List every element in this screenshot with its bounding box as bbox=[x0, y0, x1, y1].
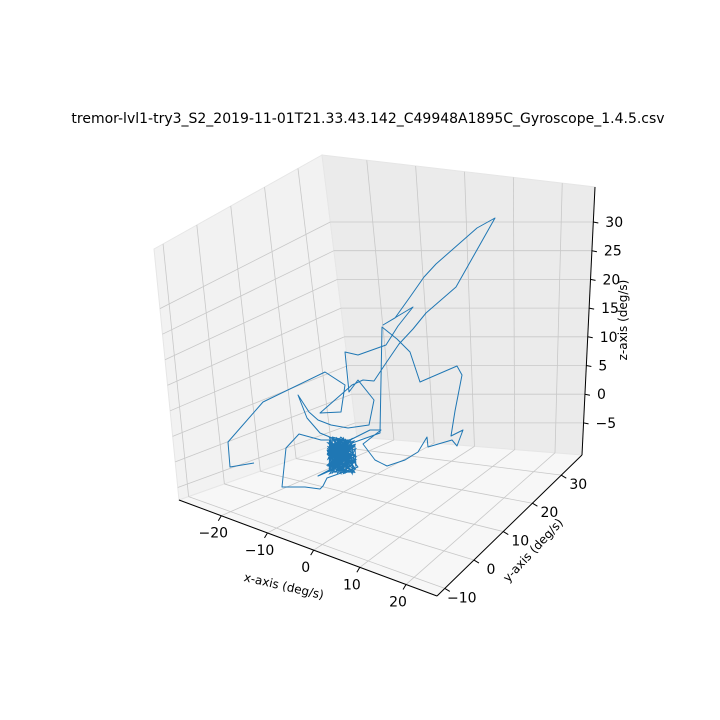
z-grid-line bbox=[177, 422, 356, 488]
z-grid-line bbox=[159, 221, 331, 309]
x-grid-line bbox=[554, 183, 563, 453]
z-grid-line bbox=[175, 393, 352, 463]
x-grid-line bbox=[366, 160, 395, 440]
z-tick-mark bbox=[589, 307, 595, 310]
z-tick-mark bbox=[586, 365, 592, 367]
z-tick-label: 15 bbox=[601, 301, 619, 317]
y-axis-line bbox=[436, 454, 583, 597]
y-tick-label: −10 bbox=[447, 590, 477, 606]
z-tick-mark bbox=[590, 278, 596, 281]
z-grid-line bbox=[162, 250, 335, 335]
x-tick-mark bbox=[264, 532, 268, 539]
x-grid-line bbox=[464, 171, 475, 447]
z-grid-line bbox=[172, 365, 349, 437]
x-grid-line bbox=[512, 177, 516, 450]
z-tick-mark bbox=[587, 336, 593, 339]
y-grid-line bbox=[264, 187, 297, 459]
tick-labels: −20 −10 0 10 20 −10 0 10 20 30 −5 0 5 10 15 20 25 30 bbox=[199, 215, 624, 610]
y-tick-mark bbox=[503, 531, 509, 535]
z-tick-label: 0 bbox=[597, 387, 606, 403]
y-tick-mark bbox=[473, 559, 480, 564]
y-grid-line bbox=[188, 496, 445, 589]
y-grid-line bbox=[297, 168, 332, 447]
data-series-line bbox=[227, 217, 496, 490]
z-grid-line bbox=[164, 279, 338, 361]
x-grid-line bbox=[415, 165, 435, 444]
y-tick-label: 20 bbox=[540, 505, 558, 521]
y-grid-line bbox=[331, 445, 562, 476]
x-tick-mark bbox=[402, 584, 407, 590]
x-grid-line bbox=[313, 446, 475, 551]
y-tick-label: 30 bbox=[569, 477, 587, 493]
y-grid-line bbox=[230, 205, 261, 472]
y-tick-mark bbox=[532, 502, 538, 507]
z-tick-label: 10 bbox=[600, 330, 618, 346]
y-grid-line bbox=[162, 243, 190, 497]
y-grid-line bbox=[260, 470, 504, 532]
x-tick-label: −10 bbox=[245, 543, 275, 559]
z-tick-label: 20 bbox=[603, 272, 621, 288]
x-tick-label: −20 bbox=[199, 526, 229, 542]
z-axis-label: z-axis (deg/s) bbox=[616, 280, 630, 361]
x-grid-line bbox=[405, 452, 556, 585]
z-tick-label: −5 bbox=[596, 416, 617, 432]
z-grid-line bbox=[167, 307, 342, 386]
y-tick-label: 0 bbox=[487, 562, 496, 578]
x-tick-label: 20 bbox=[389, 594, 407, 610]
x-grid-line bbox=[359, 449, 515, 568]
x-tick-mark bbox=[217, 515, 222, 522]
z-tick-mark bbox=[591, 250, 598, 253]
tremor-cluster bbox=[325, 436, 358, 476]
tick-marks bbox=[217, 221, 599, 592]
x-tick-mark bbox=[310, 549, 315, 556]
axis-lines bbox=[178, 186, 596, 597]
x-grid-line bbox=[221, 439, 395, 517]
x-tick-label: 10 bbox=[343, 577, 361, 593]
z-axis-line bbox=[581, 186, 596, 456]
x-grid-line bbox=[267, 442, 435, 534]
z-tick-mark bbox=[583, 422, 589, 425]
y-axis-label: y-axis (deg/s) bbox=[500, 516, 566, 585]
x-tick-label: 0 bbox=[301, 560, 310, 576]
z-tick-label: 30 bbox=[605, 215, 623, 231]
grid-lines bbox=[159, 160, 594, 589]
y-tick-label: 10 bbox=[511, 534, 529, 550]
z-tick-label: 25 bbox=[604, 244, 622, 260]
z-tick-label: 5 bbox=[598, 359, 607, 375]
y-grid-line bbox=[196, 224, 225, 484]
x-axis-line bbox=[178, 499, 438, 597]
z-tick-mark bbox=[593, 221, 599, 224]
y-grid-line bbox=[224, 483, 475, 561]
y-tick-mark bbox=[444, 587, 451, 592]
y-tick-mark bbox=[561, 474, 567, 479]
tremor-cluster-path bbox=[325, 436, 358, 476]
x-tick-mark bbox=[356, 567, 361, 573]
z-tick-mark bbox=[584, 393, 591, 396]
chart-title: tremor-lvl1-try3_S2_2019-11-01T21.33.43.… bbox=[71, 111, 664, 127]
z-grid-line bbox=[169, 336, 345, 412]
x-axis-label: x-axis (deg/s) bbox=[243, 570, 326, 602]
axes-panes bbox=[153, 154, 596, 597]
back-right-pane bbox=[321, 154, 596, 456]
